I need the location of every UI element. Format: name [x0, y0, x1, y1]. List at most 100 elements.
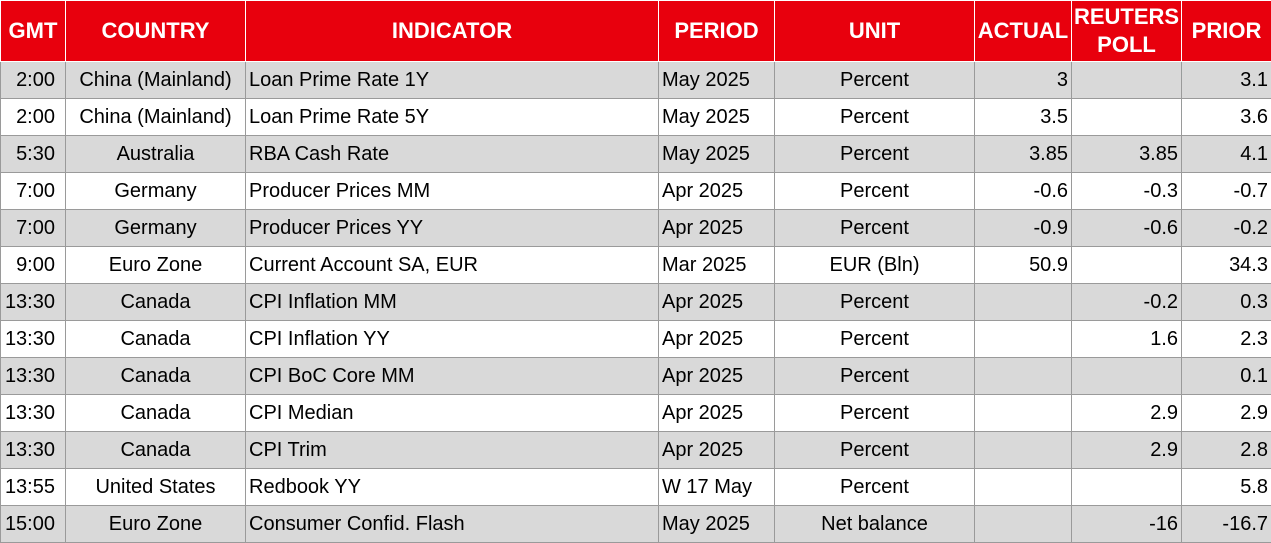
cell-country: Australia [65, 135, 246, 173]
cell-unit: EUR (Bln) [774, 246, 975, 284]
cell-country: Canada [65, 320, 246, 358]
cell-actual: -0.6 [974, 172, 1072, 210]
cell-prior: 2.8 [1181, 431, 1271, 469]
cell-gmt: 2:00 [0, 61, 66, 99]
cell-country: Euro Zone [65, 505, 246, 543]
table-row: 13:30 Canada CPI Trim Apr 2025 Percent 2… [0, 431, 1271, 469]
cell-prior: 3.1 [1181, 61, 1271, 99]
header-row: GMT COUNTRY INDICATOR PERIOD UNIT ACTUAL… [0, 0, 1271, 62]
cell-gmt: 13:30 [0, 320, 66, 358]
cell-gmt: 2:00 [0, 98, 66, 136]
cell-period: Apr 2025 [658, 209, 775, 247]
cell-actual: 50.9 [974, 246, 1072, 284]
cell-period: May 2025 [658, 135, 775, 173]
cell-period: May 2025 [658, 505, 775, 543]
cell-unit: Percent [774, 320, 975, 358]
cell-actual [974, 468, 1072, 506]
table-row: 9:00 Euro Zone Current Account SA, EUR M… [0, 246, 1271, 284]
cell-period: May 2025 [658, 98, 775, 136]
header-country: COUNTRY [65, 0, 246, 62]
cell-poll: -0.3 [1071, 172, 1182, 210]
cell-period: Apr 2025 [658, 320, 775, 358]
cell-actual: 3.85 [974, 135, 1072, 173]
cell-gmt: 13:30 [0, 283, 66, 321]
cell-country: United States [65, 468, 246, 506]
cell-unit: Net balance [774, 505, 975, 543]
cell-unit: Percent [774, 283, 975, 321]
cell-period: Apr 2025 [658, 394, 775, 432]
header-unit: UNIT [774, 0, 975, 62]
table-row: 2:00 China (Mainland) Loan Prime Rate 5Y… [0, 98, 1271, 136]
table-body: 2:00 China (Mainland) Loan Prime Rate 1Y… [0, 61, 1271, 543]
table-row: 7:00 Germany Producer Prices MM Apr 2025… [0, 172, 1271, 210]
cell-indicator: Consumer Confid. Flash [245, 505, 659, 543]
cell-unit: Percent [774, 431, 975, 469]
cell-indicator: CPI Inflation MM [245, 283, 659, 321]
cell-prior: 2.9 [1181, 394, 1271, 432]
cell-poll: -0.6 [1071, 209, 1182, 247]
header-gmt: GMT [0, 0, 66, 62]
cell-country: China (Mainland) [65, 61, 246, 99]
cell-gmt: 5:30 [0, 135, 66, 173]
cell-prior: 34.3 [1181, 246, 1271, 284]
cell-country: Germany [65, 172, 246, 210]
cell-indicator: Loan Prime Rate 1Y [245, 61, 659, 99]
cell-prior: 4.1 [1181, 135, 1271, 173]
header-indicator: INDICATOR [245, 0, 659, 62]
cell-unit: Percent [774, 172, 975, 210]
header-prior: PRIOR [1181, 0, 1271, 62]
cell-period: Apr 2025 [658, 357, 775, 395]
cell-gmt: 13:55 [0, 468, 66, 506]
cell-indicator: RBA Cash Rate [245, 135, 659, 173]
cell-period: W 17 May [658, 468, 775, 506]
cell-poll: -0.2 [1071, 283, 1182, 321]
cell-poll [1071, 246, 1182, 284]
cell-prior: 0.1 [1181, 357, 1271, 395]
header-reuters-poll: REUTERS POLL [1071, 0, 1182, 62]
cell-period: Apr 2025 [658, 431, 775, 469]
table-row: 7:00 Germany Producer Prices YY Apr 2025… [0, 209, 1271, 247]
cell-poll: 2.9 [1071, 431, 1182, 469]
cell-gmt: 9:00 [0, 246, 66, 284]
cell-indicator: CPI BoC Core MM [245, 357, 659, 395]
table-row: 5:30 Australia RBA Cash Rate May 2025 Pe… [0, 135, 1271, 173]
cell-poll: -16 [1071, 505, 1182, 543]
cell-indicator: Current Account SA, EUR [245, 246, 659, 284]
table-row: 13:55 United States Redbook YY W 17 May … [0, 468, 1271, 506]
cell-actual: 3 [974, 61, 1072, 99]
cell-prior: -0.7 [1181, 172, 1271, 210]
cell-indicator: Producer Prices YY [245, 209, 659, 247]
cell-unit: Percent [774, 394, 975, 432]
cell-poll: 3.85 [1071, 135, 1182, 173]
cell-prior: 3.6 [1181, 98, 1271, 136]
cell-country: Germany [65, 209, 246, 247]
cell-country: Canada [65, 283, 246, 321]
cell-actual [974, 505, 1072, 543]
cell-country: Canada [65, 394, 246, 432]
cell-actual [974, 320, 1072, 358]
cell-unit: Percent [774, 61, 975, 99]
cell-actual: 3.5 [974, 98, 1072, 136]
table-row: 13:30 Canada CPI Inflation MM Apr 2025 P… [0, 283, 1271, 321]
header-period: PERIOD [658, 0, 775, 62]
cell-prior: 0.3 [1181, 283, 1271, 321]
cell-country: Canada [65, 357, 246, 395]
cell-gmt: 13:30 [0, 394, 66, 432]
table-row: 2:00 China (Mainland) Loan Prime Rate 1Y… [0, 61, 1271, 99]
cell-poll: 2.9 [1071, 394, 1182, 432]
cell-prior: 2.3 [1181, 320, 1271, 358]
cell-country: Euro Zone [65, 246, 246, 284]
cell-country: China (Mainland) [65, 98, 246, 136]
cell-gmt: 13:30 [0, 357, 66, 395]
cell-poll: 1.6 [1071, 320, 1182, 358]
table-row: 13:30 Canada CPI BoC Core MM Apr 2025 Pe… [0, 357, 1271, 395]
cell-prior: 5.8 [1181, 468, 1271, 506]
table-row: 13:30 Canada CPI Inflation YY Apr 2025 P… [0, 320, 1271, 358]
cell-unit: Percent [774, 98, 975, 136]
table-row: 13:30 Canada CPI Median Apr 2025 Percent… [0, 394, 1271, 432]
cell-unit: Percent [774, 468, 975, 506]
cell-indicator: Producer Prices MM [245, 172, 659, 210]
cell-actual [974, 394, 1072, 432]
cell-indicator: CPI Median [245, 394, 659, 432]
